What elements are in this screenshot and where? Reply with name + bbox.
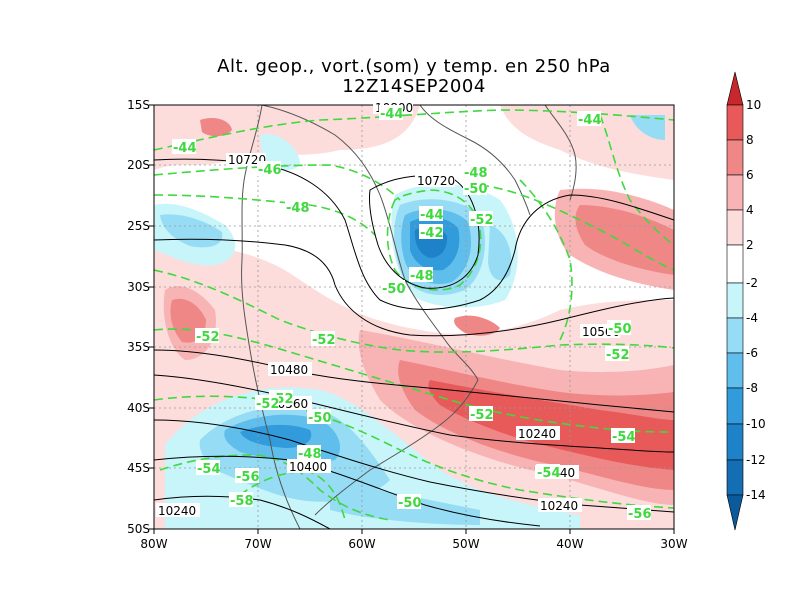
temperature-label: -44: [420, 208, 444, 223]
colorbar-label: 6: [746, 168, 754, 182]
temperature-label: -50: [398, 496, 422, 511]
lon-tick-label: 70W: [244, 537, 272, 551]
colorbar-segment: [726, 209, 744, 246]
temperature-label: -54: [537, 466, 561, 481]
lon-tick-label: 30W: [660, 537, 688, 551]
colorbar: [726, 71, 744, 531]
vorticity-field: [154, 105, 674, 529]
temperature-label: -50: [464, 182, 488, 197]
lat-tick-label: 45S: [127, 461, 150, 475]
temperature-label: -56: [628, 507, 652, 522]
temperature-label: -52: [470, 408, 494, 423]
temperature-label-group: -44 -44 -44 -46 -48 -48 -50 -52 -44 -42 …: [172, 105, 652, 522]
temperature-label: -52: [606, 348, 630, 363]
colorbar-segment: [726, 494, 744, 531]
temperature-label: -52: [256, 397, 280, 412]
map-frame: [153, 104, 675, 530]
geopotential-label: 10480: [270, 363, 308, 377]
temperature-label: -44: [173, 141, 197, 156]
geopotential-label: 10240: [540, 499, 578, 513]
colorbar-label: -4: [746, 311, 758, 325]
lon-tick-label: 60W: [348, 537, 376, 551]
colorbar-label: 4: [746, 203, 754, 217]
temperature-label: -48: [286, 201, 310, 216]
colorbar-segment: [726, 282, 744, 319]
colorbar-label: -6: [746, 346, 758, 360]
temperature-label: -50: [608, 322, 632, 337]
map-datetime: 12Z14SEP2004: [342, 76, 486, 97]
temperature-label: -48: [464, 166, 488, 181]
colorbar-label: -12: [746, 453, 766, 467]
temperature-label: -48: [410, 269, 434, 284]
colorbar-segment: [726, 317, 744, 354]
geopotential-label: 10240: [158, 504, 196, 518]
lat-tick-label: 40S: [127, 401, 150, 415]
colorbar-segment: [726, 139, 744, 176]
geopotential-label: 10240: [518, 427, 556, 441]
colorbar-label: -8: [746, 381, 758, 395]
lon-tick-label: 80W: [140, 537, 168, 551]
temperature-label: -50: [382, 282, 406, 297]
colorbar-segment: [726, 459, 744, 496]
colorbar-segment: [726, 387, 744, 425]
lon-tick-label: 40W: [556, 537, 584, 551]
lat-tick-label: 20S: [127, 158, 150, 172]
lat-tick-label: 25S: [127, 219, 150, 233]
colorbar-label: -2: [746, 276, 758, 290]
temperature-label: -52: [470, 213, 494, 228]
temperature-label: -48: [298, 447, 322, 462]
geopotential-contours: [154, 158, 674, 529]
colorbar-segment: [726, 352, 744, 389]
geopotential-label: 10400: [289, 460, 327, 474]
map-title: Alt. geop., vort.(som) y temp. en 250 hP…: [217, 56, 611, 77]
lat-tick-label: 50S: [127, 522, 150, 536]
temperature-label: -58: [230, 494, 254, 509]
colorbar-label: -10: [746, 417, 766, 431]
geopotential-label: 10720: [417, 174, 455, 188]
temperature-label: -44: [380, 107, 404, 122]
temperature-label: -44: [578, 113, 602, 128]
temperature-label: -54: [197, 462, 221, 477]
colorbar-segment: [726, 423, 744, 461]
temperature-label: -46: [258, 163, 282, 178]
colorbar-segment: [726, 244, 744, 284]
temperature-label: -50: [308, 411, 332, 426]
lat-tick-label: 15S: [127, 98, 150, 112]
colorbar-label: 10: [746, 98, 762, 112]
colorbar-label: -14: [746, 488, 766, 502]
colorbar-segment: [726, 71, 744, 106]
colorbar-segment: [726, 174, 744, 211]
axis-ticks: [149, 104, 675, 534]
temperature-label: -52: [196, 330, 220, 345]
colorbar-label: 2: [746, 238, 754, 252]
temperature-label: -42: [420, 226, 444, 241]
temperature-label: -56: [236, 470, 260, 485]
lat-tick-label: 30S: [127, 280, 150, 294]
geopotential-label: 10720: [228, 153, 266, 167]
colorbar-segment: [726, 104, 744, 141]
colorbar-label: 8: [746, 133, 754, 147]
lat-tick-label: 35S: [127, 340, 150, 354]
lon-tick-label: 50W: [452, 537, 480, 551]
temperature-label: -52: [312, 333, 336, 348]
temperature-label: -54: [612, 430, 636, 445]
